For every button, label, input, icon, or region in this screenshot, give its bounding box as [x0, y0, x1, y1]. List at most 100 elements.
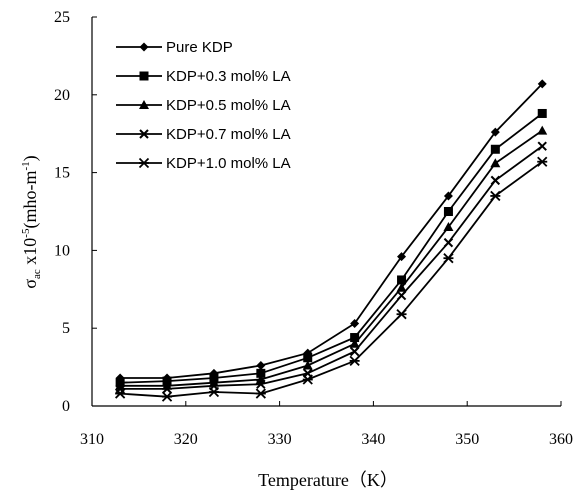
series-4-point-9-stroke-b: [490, 175, 501, 186]
series-1-point-10-shape: [537, 79, 547, 89]
series-3-point-6: [349, 338, 360, 348]
series-2-point-4-shape: [256, 368, 266, 378]
legend-item-4-label: KDP+0.7 mol% LA: [166, 126, 291, 143]
series-3-point-9-shape: [490, 158, 501, 168]
series-2-point-9-shape: [490, 144, 500, 154]
y-tick-label-4: 20: [54, 87, 70, 104]
legend-item-4: KDP+0.7 mol% LA: [116, 126, 291, 143]
series-5-point-2: [161, 391, 173, 402]
y-axis-exponent: -5: [20, 228, 32, 238]
y-tick-label-5: 25: [54, 9, 70, 26]
x-tick-label-3: 340: [361, 431, 385, 448]
series-4-point-7-stroke-b: [396, 290, 407, 301]
series-4-point-7: [396, 290, 407, 301]
series-1-point-9-shape: [490, 127, 500, 137]
series-3-point-10-shape: [537, 125, 548, 135]
series-1: [115, 79, 547, 383]
series-1-point-8: [443, 191, 453, 201]
legend-item-5-marker: [138, 157, 150, 169]
y-tick-label-2: 10: [54, 242, 70, 259]
legend-item-2-label: KDP+0.3 mol% LA: [166, 68, 291, 85]
series-2-point-6-shape: [350, 333, 360, 343]
series-4-point-2-stroke-b: [162, 384, 172, 394]
series-4-point-4-stroke-b: [256, 379, 266, 389]
x-tick-label-5: 360: [549, 431, 573, 448]
x-tick-label-2: 330: [268, 431, 292, 448]
series-4-point-10: [537, 141, 547, 151]
legend-item-1-marker: [139, 42, 149, 52]
legend-item-3-marker-shape: [139, 100, 149, 109]
series-2-point-10: [537, 108, 547, 118]
series-2-point-9: [490, 144, 500, 154]
series-4-point-6-stroke-b: [349, 346, 360, 357]
series-5-point-7: [396, 309, 407, 320]
series-1-point-8-shape: [443, 191, 453, 201]
x-tick-label-1: 320: [174, 431, 198, 448]
series-1-line: [120, 83, 543, 379]
series-3-point-5: [302, 360, 313, 370]
series-2-point-7: [397, 275, 407, 285]
series-2-point-7-shape: [397, 275, 407, 285]
y-axis-unit-exponent: -1: [20, 161, 32, 170]
series-1-point-10: [537, 79, 547, 89]
series-3-point-8-shape: [443, 222, 454, 232]
legend-item-4-marker: [139, 129, 149, 139]
plot-area: 0 5 10 15 20 25 310 320 330 340 350 360 Pure KDP KDP…: [54, 9, 573, 448]
y-axis-unit-close: ): [20, 155, 41, 161]
series-2-point-5-shape: [303, 353, 313, 363]
legend-item-3: KDP+0.5 mol% LA: [116, 97, 291, 114]
series-4-point-6: [349, 346, 360, 357]
series-5-point-10: [537, 156, 548, 167]
y-axis-unit: (mho-m: [20, 171, 41, 229]
series-5-point-8: [443, 253, 454, 264]
y-tick-label-0: 0: [62, 398, 70, 415]
series-1-point-7-shape: [397, 252, 407, 262]
series-2-point-5: [303, 353, 313, 363]
series-1-point-4-shape: [256, 361, 266, 371]
y-axis-multiplier: x10: [20, 238, 40, 270]
series-3-point-7: [396, 282, 407, 292]
y-axis-subscript: ac: [31, 269, 43, 279]
legend-item-2: KDP+0.3 mol% LA: [116, 68, 291, 85]
series-2-point-4: [256, 368, 266, 378]
legend-item-5: KDP+1.0 mol% LA: [116, 155, 291, 172]
series-5-point-9: [490, 190, 501, 202]
series-1-point-6-shape: [350, 319, 360, 329]
series-2-line: [120, 112, 543, 384]
x-tick-label-4: 350: [455, 431, 479, 448]
legend-item-2-marker: [139, 71, 149, 81]
legend-item-3-marker: [139, 100, 149, 109]
series-5-point-1: [115, 388, 126, 399]
series-5-point-4: [255, 388, 266, 399]
axis-ticks: 0 5 10 15 20 25 310 320 330 340 350 360: [54, 9, 573, 448]
series-2-point-8: [443, 207, 453, 216]
legend-item-5-label: KDP+1.0 mol% LA: [166, 155, 291, 172]
legend: Pure KDP KDP+0.3 mol% LA KDP+0.5 mol% LA KD…: [116, 39, 291, 172]
series-2-point-8-shape: [443, 207, 453, 216]
series-5-line: [120, 160, 543, 398]
series-1-point-9: [490, 127, 500, 137]
series-3-point-10: [537, 125, 548, 135]
series-1-point-7: [397, 252, 407, 262]
y-tick-label-1: 5: [62, 320, 70, 337]
legend-item-4-marker-stroke-b: [139, 129, 149, 139]
legend-item-1-label: Pure KDP: [166, 39, 233, 56]
y-axis-symbol: σ: [20, 279, 40, 289]
series-5: [115, 156, 548, 402]
series-1-point-6: [350, 319, 360, 329]
legend-item-1-marker-shape: [139, 42, 149, 52]
legend-item-2-marker-shape: [139, 71, 149, 81]
series-2-point-6: [350, 333, 360, 343]
series-5-point-5: [302, 374, 313, 385]
series-4-point-10-stroke-b: [537, 141, 547, 151]
series-3-point-8: [443, 222, 454, 232]
series-3-point-6-shape: [349, 338, 360, 348]
series-1-point-4: [256, 361, 266, 371]
series-3-point-9: [490, 158, 501, 168]
series-3-point-7-shape: [396, 282, 407, 292]
y-tick-label-3: 15: [54, 165, 70, 182]
series-2-point-10-shape: [537, 108, 547, 118]
series-5-point-6: [349, 355, 360, 367]
y-axis-title: σac x10-5(mho-m-1): [20, 155, 43, 288]
